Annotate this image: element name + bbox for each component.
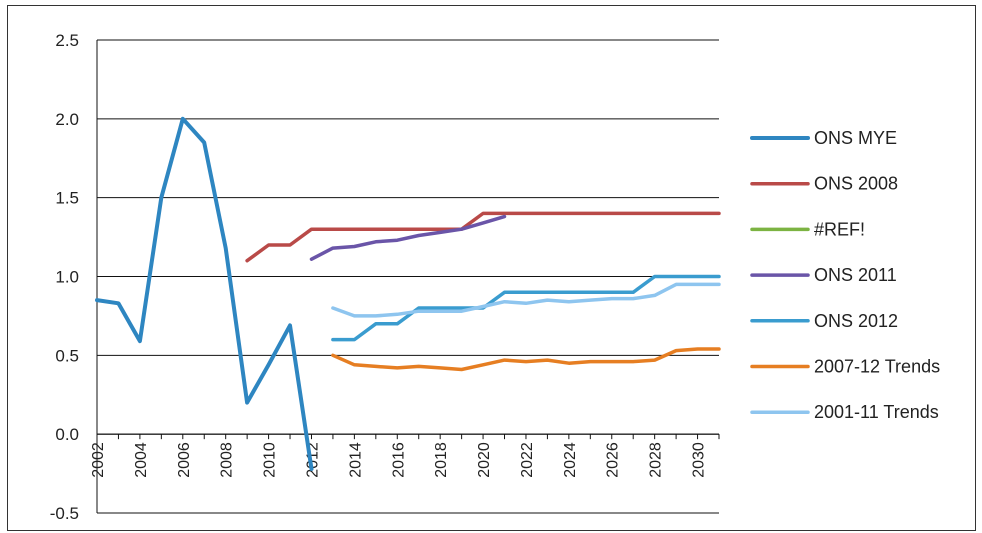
legend-item: 2007-12 Trends	[750, 357, 940, 377]
series-line-3	[309, 214, 507, 261]
series-line-0	[95, 116, 314, 471]
series-line-6	[331, 282, 721, 318]
legend-label: ONS MYE	[814, 128, 897, 148]
axes	[96, 40, 720, 513]
x-tick-label: 2026	[605, 442, 622, 478]
legend-item: ONS 2012	[750, 311, 898, 331]
legend-item: ONS 2008	[750, 174, 898, 194]
legend-label: ONS 2012	[814, 311, 898, 331]
legend-label: ONS 2011	[814, 265, 897, 285]
x-tick-label: 2010	[262, 442, 279, 478]
y-tick-label: 0.5	[55, 346, 79, 365]
series-line-1	[245, 211, 721, 263]
y-tick-label: 1.5	[55, 189, 79, 208]
legend-label: ONS 2008	[814, 174, 898, 194]
x-tick-label: 2004	[133, 442, 150, 478]
x-tick-label: 2022	[519, 442, 536, 478]
y-tick-label: 0.0	[55, 425, 79, 444]
legend: ONS MYE ONS 2008 #REF! ONS 2011 ONS 2012 2007…	[750, 128, 940, 422]
y-tick-label: 2.5	[55, 31, 79, 50]
series-line-4	[331, 274, 721, 342]
x-tick-label: 2014	[347, 442, 364, 478]
series-line-5	[331, 347, 721, 372]
x-tick-label: 2016	[390, 442, 407, 478]
legend-item: ONS 2011	[750, 265, 897, 285]
legend-label: 2001-11 Trends	[814, 402, 939, 422]
x-tick-label: 2020	[476, 442, 493, 478]
legend-label: #REF!	[814, 219, 865, 239]
series-lines	[95, 116, 721, 471]
chart-frame	[7, 5, 976, 531]
legend-item: #REF!	[750, 219, 865, 239]
y-tick-label: 1.0	[55, 268, 79, 287]
x-tick-label: 2006	[176, 442, 193, 478]
x-tick-label: 2024	[562, 442, 579, 478]
legend-item: ONS MYE	[750, 128, 897, 148]
x-tick-label: 2002	[90, 442, 107, 478]
legend-item: 2001-11 Trends	[750, 402, 939, 422]
x-tick-label: 2030	[691, 442, 708, 478]
legend-label: 2007-12 Trends	[814, 357, 940, 377]
x-tick-label: 2008	[219, 442, 236, 478]
x-tick-label: 2028	[648, 442, 665, 478]
x-tick-label: 2018	[433, 442, 450, 478]
y-tick-label: 2.0	[55, 110, 79, 129]
x-axis-tick-labels: 2002 2004 2006 2008 2010 2012 2014 2016 2018 2020…	[90, 442, 708, 478]
y-axis-tick-labels: 2.5 2.0 1.5 1.0 0.5 0.0 -0.5	[50, 31, 79, 523]
gridlines	[97, 39, 719, 514]
y-tick-label: -0.5	[50, 504, 79, 523]
